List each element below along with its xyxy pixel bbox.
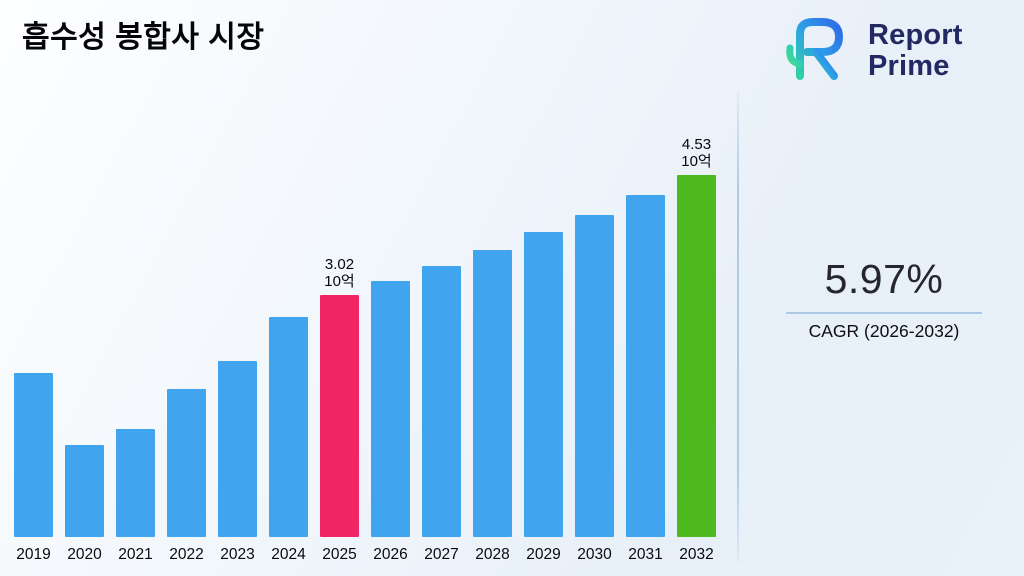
bar-2024	[269, 317, 308, 537]
bar-group-2028: 2028	[473, 250, 512, 564]
bar-group-2027: 2027	[422, 266, 461, 564]
bar-2019	[14, 373, 53, 537]
report-prime-logo-text: Report Prime	[868, 18, 963, 82]
report-prime-logo-icon	[776, 8, 858, 93]
bar-group-2023: 2023	[218, 361, 257, 564]
bar-2032	[677, 175, 716, 537]
x-tick-2030: 2030	[577, 546, 612, 563]
bar-2021	[116, 429, 155, 537]
x-tick-2026: 2026	[373, 546, 408, 563]
cagr-underline	[786, 312, 982, 314]
bar-2031	[626, 195, 665, 537]
x-tick-2027: 2027	[424, 546, 459, 563]
bar-group-2020: 2020	[65, 445, 104, 564]
cagr-label: CAGR (2026-2032)	[808, 321, 960, 341]
x-tick-2028: 2028	[475, 546, 510, 563]
bar-group-2024: 2024	[269, 317, 308, 564]
bar-2025	[320, 295, 359, 537]
bar-2029	[524, 232, 563, 537]
report-prime-logo: Report Prime	[776, 8, 963, 93]
bar-2027	[422, 266, 461, 537]
bar-2023	[218, 361, 257, 537]
bar-group-2019: 2019	[14, 373, 53, 564]
x-tick-2031: 2031	[628, 546, 663, 563]
bar-2030	[575, 215, 614, 537]
x-tick-2020: 2020	[67, 546, 102, 563]
bar-2020	[65, 445, 104, 537]
cagr-panel: 5.97% CAGR (2026-2032)	[768, 256, 1000, 342]
vertical-divider	[737, 92, 739, 562]
bar-2022	[167, 389, 206, 537]
bar-2026	[371, 281, 410, 537]
logo-text-line2: Prime	[868, 49, 950, 82]
x-tick-2019: 2019	[16, 546, 51, 563]
bar-group-2030: 2030	[575, 215, 614, 564]
x-tick-2022: 2022	[169, 546, 204, 563]
bar-group-2021: 2021	[116, 429, 155, 564]
x-tick-2025: 2025	[322, 546, 357, 563]
logo-text-line1: Report	[868, 18, 963, 51]
bar-group-2022: 2022	[167, 389, 206, 564]
cagr-value: 5.97%	[824, 256, 944, 302]
bar-group-2031: 2031	[626, 195, 665, 564]
x-tick-2032: 2032	[679, 546, 714, 563]
bar-group-2029: 2029	[524, 232, 563, 564]
bar-group-2026: 2026	[371, 281, 410, 564]
x-tick-2023: 2023	[220, 546, 255, 563]
bar-value-label-2025: 3.02 10억	[324, 256, 355, 290]
x-tick-2029: 2029	[526, 546, 561, 563]
bar-group-2032: 4.53 10억 2032	[677, 136, 716, 564]
bar-chart: 2019 2020 2021 2022 2023 2024 3.02 10억 2025 2026 2…	[14, 136, 716, 564]
page-title: 흡수성 봉합사 시장	[22, 21, 265, 54]
bar-2028	[473, 250, 512, 537]
bar-value-label-2032: 4.53 10억	[681, 136, 712, 170]
x-tick-2024: 2024	[271, 546, 306, 563]
x-tick-2021: 2021	[118, 546, 153, 563]
bar-group-2025: 3.02 10억 2025	[320, 256, 359, 564]
